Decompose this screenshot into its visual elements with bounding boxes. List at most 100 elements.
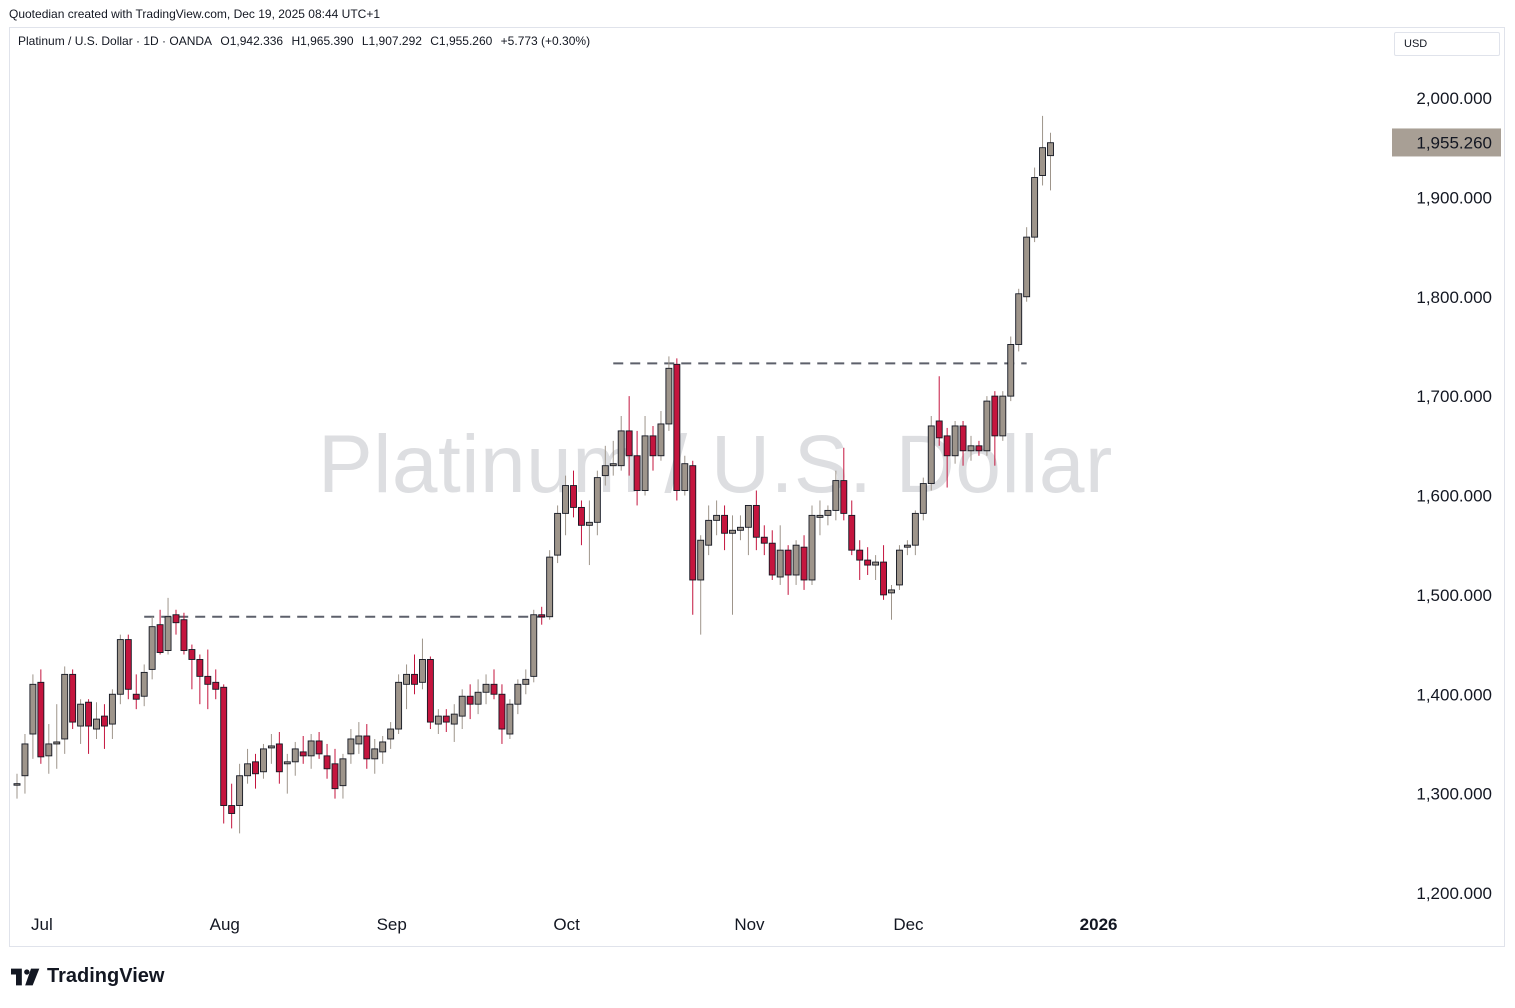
candle-body[interactable] bbox=[124, 639, 132, 690]
candle-body[interactable] bbox=[212, 681, 220, 690]
candle-body[interactable] bbox=[538, 614, 546, 618]
candle-body[interactable] bbox=[482, 683, 490, 693]
candle-body[interactable] bbox=[204, 675, 212, 685]
candle-body[interactable] bbox=[426, 659, 434, 723]
candle-body[interactable] bbox=[991, 395, 999, 437]
candle-body[interactable] bbox=[570, 485, 577, 508]
currency-selector[interactable]: USD bbox=[1394, 32, 1500, 56]
candle-body[interactable] bbox=[29, 683, 37, 735]
candle-body[interactable] bbox=[824, 509, 832, 516]
candle-body[interactable] bbox=[148, 626, 156, 670]
candle-body[interactable] bbox=[625, 430, 633, 457]
candle-body[interactable] bbox=[275, 743, 283, 773]
candle-body[interactable] bbox=[252, 761, 259, 775]
candle-body[interactable] bbox=[792, 544, 800, 576]
candle-body[interactable] bbox=[260, 748, 267, 773]
candle-body[interactable] bbox=[911, 512, 919, 546]
candle-body[interactable] bbox=[713, 514, 721, 521]
candle-body[interactable] bbox=[784, 549, 792, 576]
candle-body[interactable] bbox=[896, 549, 903, 586]
candle-body[interactable] bbox=[37, 681, 45, 758]
candle-body[interactable] bbox=[228, 805, 236, 814]
candle-body[interactable] bbox=[1039, 147, 1047, 176]
candle-body[interactable] bbox=[164, 616, 172, 651]
candle-body[interactable] bbox=[466, 695, 474, 705]
candle-body[interactable] bbox=[236, 775, 244, 806]
candle-body[interactable] bbox=[196, 659, 204, 677]
candle-body[interactable] bbox=[872, 561, 880, 566]
candle-body[interactable] bbox=[180, 619, 188, 651]
candle-body[interactable] bbox=[546, 556, 554, 618]
candle-body[interactable] bbox=[943, 435, 951, 457]
candle-body[interactable] bbox=[307, 740, 315, 757]
candle-body[interactable] bbox=[140, 671, 148, 697]
candle-body[interactable] bbox=[220, 686, 228, 807]
candle-body[interactable] bbox=[641, 435, 649, 491]
candle-body[interactable] bbox=[108, 693, 116, 725]
candle-body[interactable] bbox=[347, 738, 355, 755]
candle-body[interactable] bbox=[665, 367, 673, 425]
candle-body[interactable] bbox=[1015, 293, 1023, 345]
candle-body[interactable] bbox=[411, 673, 418, 685]
candle-body[interactable] bbox=[403, 673, 410, 685]
candle-body[interactable] bbox=[840, 480, 848, 514]
candle-body[interactable] bbox=[283, 761, 291, 765]
candle-body[interactable] bbox=[903, 544, 911, 548]
candle-body[interactable] bbox=[458, 695, 466, 717]
candle-body[interactable] bbox=[291, 748, 299, 763]
candle-body[interactable] bbox=[919, 483, 927, 514]
candle-body[interactable] bbox=[172, 614, 180, 624]
candle-body[interactable] bbox=[888, 589, 895, 594]
candle-body[interactable] bbox=[705, 519, 713, 546]
candle-body[interactable] bbox=[244, 763, 252, 777]
candle-body[interactable] bbox=[331, 763, 339, 790]
candle-body[interactable] bbox=[21, 743, 29, 777]
candle-body[interactable] bbox=[53, 741, 61, 745]
candle-body[interactable] bbox=[69, 673, 77, 723]
candle-body[interactable] bbox=[935, 420, 943, 439]
candle-body[interactable] bbox=[617, 430, 625, 467]
candle-body[interactable] bbox=[363, 735, 371, 760]
candle-body[interactable] bbox=[856, 549, 864, 561]
candle-body[interactable] bbox=[1047, 142, 1054, 157]
candle-body[interactable] bbox=[299, 751, 307, 757]
candle-body[interactable] bbox=[721, 514, 728, 534]
candle-body[interactable] bbox=[116, 639, 124, 695]
candle-body[interactable] bbox=[45, 743, 53, 757]
candle-body[interactable] bbox=[498, 693, 506, 730]
candle-body[interactable] bbox=[800, 546, 808, 581]
candle-body[interactable] bbox=[474, 691, 482, 705]
candle-body[interactable] bbox=[578, 506, 585, 526]
candle-body[interactable] bbox=[967, 445, 975, 452]
candle-body[interactable] bbox=[593, 477, 601, 523]
candle-body[interactable] bbox=[768, 542, 776, 576]
candle-body[interactable] bbox=[673, 363, 681, 491]
candle-body[interactable] bbox=[522, 678, 530, 685]
candle-body[interactable] bbox=[999, 395, 1007, 437]
candle-body[interactable] bbox=[395, 681, 403, 730]
candle-body[interactable] bbox=[959, 425, 967, 452]
candle-body[interactable] bbox=[554, 512, 562, 556]
candle-body[interactable] bbox=[649, 435, 657, 457]
candle-body[interactable] bbox=[609, 463, 617, 467]
candle-body[interactable] bbox=[1007, 344, 1015, 397]
candle-body[interactable] bbox=[323, 755, 331, 770]
candle-body[interactable] bbox=[737, 526, 744, 531]
candle-body[interactable] bbox=[760, 536, 768, 544]
candle-body[interactable] bbox=[490, 683, 498, 695]
candle-body[interactable] bbox=[975, 445, 983, 452]
candle-body[interactable] bbox=[93, 718, 100, 730]
candle-body[interactable] bbox=[61, 673, 69, 740]
candle-body[interactable] bbox=[601, 465, 609, 477]
candle-body[interactable] bbox=[633, 455, 641, 491]
candle-body[interactable] bbox=[339, 758, 347, 787]
candle-body[interactable] bbox=[1031, 177, 1039, 238]
candle-body[interactable] bbox=[776, 549, 784, 578]
candle-body[interactable] bbox=[442, 715, 450, 723]
candle-body[interactable] bbox=[697, 539, 705, 581]
candle-body[interactable] bbox=[355, 735, 363, 745]
candle-body[interactable] bbox=[689, 465, 697, 581]
candle-body[interactable] bbox=[832, 480, 840, 511]
candle-body[interactable] bbox=[562, 485, 569, 514]
